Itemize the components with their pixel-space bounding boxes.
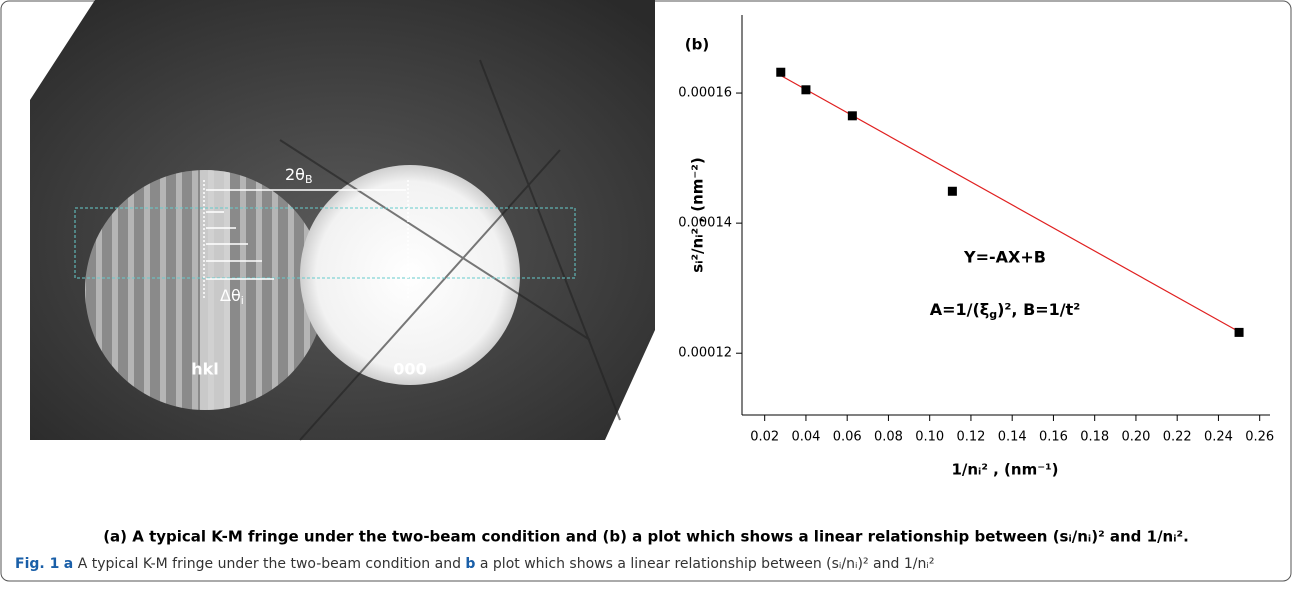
x-axis-label: 1/nᵢ² , (nm⁻¹) <box>951 461 1058 479</box>
x-tick-label: 0.22 <box>1163 430 1192 445</box>
000-label: 000 <box>393 360 426 379</box>
x-tick-label: 0.18 <box>1080 430 1109 445</box>
selection-box <box>74 207 576 279</box>
annotation: A=1/(ξg)², B=1/t² <box>930 300 1081 322</box>
part-label: a <box>63 556 74 572</box>
point <box>847 111 857 121</box>
point <box>1234 327 1244 337</box>
000-disc <box>300 165 520 385</box>
y-axis-label: sᵢ²/nᵢ² , (nm⁻²) <box>689 157 707 272</box>
panel-a-label: (a) <box>38 13 62 31</box>
chart-title: (b) <box>685 36 709 54</box>
fig-label: Fig. 1 <box>15 556 60 572</box>
text: A typical K-M fringe under the two-beam … <box>77 556 461 572</box>
hkl-disc <box>85 170 325 410</box>
x-tick-label: 0.26 <box>1245 430 1274 445</box>
x-tick-label: 0.02 <box>750 430 779 445</box>
kikuchi-lines <box>279 59 621 441</box>
point <box>801 85 811 95</box>
x-tick-label: 0.24 <box>1204 430 1233 445</box>
two-theta-label: 2θB <box>285 165 313 187</box>
subscript: g <box>989 308 997 321</box>
point <box>776 67 786 77</box>
x-tick-label: 0.14 <box>998 430 1027 445</box>
subscript: i <box>241 294 244 307</box>
x-tick-label: 0.12 <box>956 430 985 445</box>
symbol: 2θ <box>285 165 305 184</box>
point <box>947 186 957 196</box>
part-label: b <box>465 556 476 572</box>
x-tick-label: 0.06 <box>833 430 862 445</box>
x-tick-label: 0.08 <box>874 430 903 445</box>
text: )², B=1/t² <box>997 300 1080 319</box>
x-tick-label: 0.20 <box>1121 430 1150 445</box>
figure-caption: Fig. 1 a A typical K-M fringe under the … <box>15 556 934 572</box>
y-tick-label: 0.00012 <box>678 346 732 361</box>
annotation: Y=-AX+B <box>963 248 1046 267</box>
delta-theta-label: Δθi <box>220 286 244 308</box>
symbol: Δθ <box>220 286 241 305</box>
y-tick-label: 0.00016 <box>678 86 732 101</box>
caption: (a) A typical K-M fringe under the two-b… <box>103 528 1189 546</box>
text: a plot which shows a linear relationship… <box>479 556 935 572</box>
fit-line <box>780 74 1240 333</box>
text: A=1/(ξ <box>930 300 990 319</box>
x-tick-label: 0.16 <box>1039 430 1068 445</box>
y-tick-label: 0.00014 <box>678 216 732 231</box>
arrows <box>203 180 409 300</box>
hkl-label: hkl <box>191 360 219 379</box>
x-tick-label: 0.10 <box>915 430 944 445</box>
subscript: B <box>305 173 313 186</box>
x-tick-label: 0.04 <box>791 430 820 445</box>
